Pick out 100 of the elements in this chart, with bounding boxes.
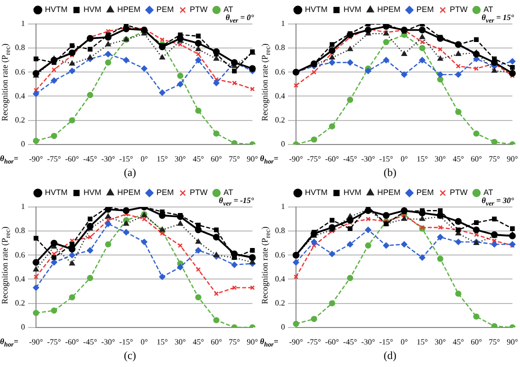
text: (d) xyxy=(382,350,398,362)
y-tick-label: 0 xyxy=(21,322,25,332)
x-tick-label: 75° xyxy=(488,337,500,346)
legend-label: AT xyxy=(484,5,494,14)
x-axis-title: θ$_{hor}$= xyxy=(0,154,18,166)
legend-label: HPEM xyxy=(117,188,141,198)
text: (a) xyxy=(122,167,138,179)
y-tick-label: 0.8 xyxy=(275,226,285,236)
y-tick-label: 0.2 xyxy=(275,298,285,308)
y-tick-label: 1 xyxy=(281,19,285,28)
y-tick-label: 0.6 xyxy=(15,67,25,76)
y-tick-label: 0.6 xyxy=(275,250,285,260)
legend-label: HVM xyxy=(84,5,102,14)
y-tick-label: 0.8 xyxy=(275,43,285,52)
x-tick-label: 15° xyxy=(156,154,168,164)
legend-label: HVTM xyxy=(304,188,328,198)
legend-label: HVTM xyxy=(44,188,68,198)
x-tick-label: 75° xyxy=(228,154,240,164)
x-tick-label: 90° xyxy=(246,337,258,346)
x-tick-label: 30° xyxy=(434,154,446,164)
x-tick-label: 60° xyxy=(210,337,222,346)
x-tick-label: -30° xyxy=(361,154,376,164)
x-tick-label: 15° xyxy=(156,337,168,346)
x-axis-title: θ$_{hor}$= xyxy=(260,337,278,349)
x-tick-label: -30° xyxy=(361,337,376,346)
y-tick-label: 0.8 xyxy=(15,226,25,236)
text: (c) xyxy=(122,350,138,362)
y-tick-label: 0 xyxy=(21,139,25,148)
legend-label: HVM xyxy=(344,5,362,14)
x-tick-label: 30° xyxy=(174,337,186,346)
y-tick-label: 1 xyxy=(281,202,285,212)
x-tick-label: 30° xyxy=(434,337,446,346)
x-tick-label: -45° xyxy=(83,154,98,164)
legend-label: HPEM xyxy=(377,188,401,198)
x-tick-label: 0° xyxy=(400,337,408,346)
legend-label: PTW xyxy=(190,188,208,198)
x-tick-label: -15° xyxy=(119,337,134,346)
x-tick-label: 60° xyxy=(470,337,482,346)
y-tick-label: 0.4 xyxy=(275,274,285,284)
x-tick-label: -45° xyxy=(343,337,358,346)
x-tick-label: 60° xyxy=(470,154,482,164)
text: (b) xyxy=(382,167,398,179)
x-tick-label: -60° xyxy=(65,154,80,164)
legend-label: PEM xyxy=(156,188,174,198)
x-tick-label: 90° xyxy=(506,154,518,164)
legend-label: HVTM xyxy=(304,5,328,14)
x-tick-label: -75° xyxy=(307,337,321,346)
y-tick-label: 0.6 xyxy=(15,250,25,260)
x-tick-label: -90° xyxy=(29,337,43,346)
y-tick-label: 0 xyxy=(281,139,285,148)
x-tick-label: 90° xyxy=(246,154,258,164)
x-tick-label: 0° xyxy=(400,154,408,164)
x-tick-label: 45° xyxy=(452,337,464,346)
legend-label: PTW xyxy=(450,5,468,14)
legend-label: PTW xyxy=(190,5,208,14)
y-tick-label: 1 xyxy=(21,202,25,212)
x-tick-label: 60° xyxy=(210,154,222,164)
x-tick-label: 30° xyxy=(174,154,186,164)
x-tick-label: -60° xyxy=(65,337,80,346)
x-tick-label: -15° xyxy=(379,337,394,346)
x-tick-label: 90° xyxy=(506,337,518,346)
x-tick-label: 0° xyxy=(140,337,148,346)
x-axis-title: θ$_{hor}$= xyxy=(0,337,18,349)
x-tick-label: -75° xyxy=(307,154,321,164)
x-tick-label: -45° xyxy=(83,337,98,346)
x-tick-label: -15° xyxy=(379,154,394,164)
x-tick-label: -30° xyxy=(101,154,116,164)
annotation: θ$_{ver}$ = -15° xyxy=(218,196,254,208)
x-tick-label: -60° xyxy=(325,154,340,164)
x-tick-label: -75° xyxy=(47,337,61,346)
legend-label: AT xyxy=(484,188,494,198)
annotation: θ$_{ver}$ = 15° xyxy=(482,13,514,25)
legend-label: HVM xyxy=(344,188,362,198)
legend-label: PEM xyxy=(416,188,434,198)
x-axis-title: θ$_{hor}$= xyxy=(260,154,278,166)
x-tick-label: 45° xyxy=(192,337,204,346)
y-tick-label: 0.8 xyxy=(15,43,25,52)
legend-label: PTW xyxy=(450,188,468,198)
x-tick-label: -30° xyxy=(101,337,116,346)
x-tick-label: -90° xyxy=(289,337,303,346)
y-tick-label: 0.6 xyxy=(275,67,285,76)
legend-label: PEM xyxy=(416,5,434,14)
y-tick-label: 0.4 xyxy=(15,91,25,100)
x-tick-label: 15° xyxy=(416,154,428,164)
legend-label: HVTM xyxy=(44,5,68,14)
x-tick-label: 45° xyxy=(452,154,464,164)
legend-label: HVM xyxy=(84,188,102,198)
legend-label: AT xyxy=(224,5,234,14)
annotation: θ$_{ver}$ = 0° xyxy=(226,13,254,25)
legend-label: HPEM xyxy=(377,5,401,14)
y-tick-label: 1 xyxy=(21,19,25,28)
legend-label: PEM xyxy=(156,5,174,14)
y-tick-label: 0.4 xyxy=(275,91,285,100)
y-tick-label: 0.2 xyxy=(15,298,25,308)
x-tick-label: 75° xyxy=(228,337,240,346)
x-tick-label: -45° xyxy=(343,154,358,164)
x-tick-label: 0° xyxy=(140,154,148,164)
y-tick-label: 0 xyxy=(281,322,285,332)
x-tick-label: -90° xyxy=(289,154,303,164)
x-tick-label: -90° xyxy=(29,154,43,164)
